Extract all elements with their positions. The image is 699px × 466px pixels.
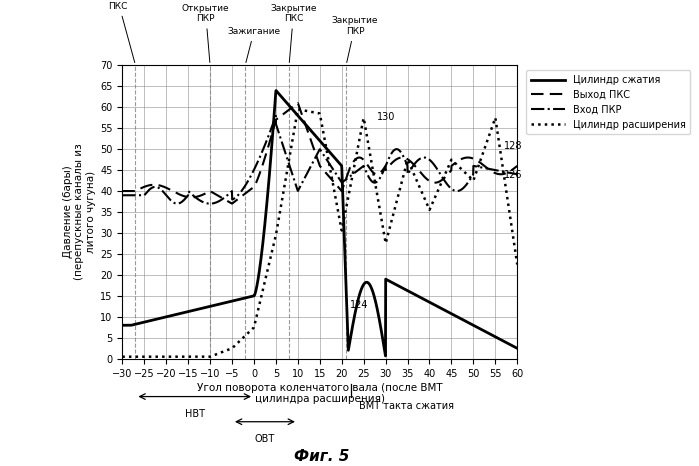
Text: Закрытие
ПКР: Закрытие ПКР [331, 16, 378, 62]
Legend: Цилиндр сжатия, Выход ПКС, Вход ПКР, Цилиндр расширения: Цилиндр сжатия, Выход ПКС, Вход ПКР, Цил… [526, 70, 691, 134]
X-axis label: Угол поворота коленчатого вала (после ВМТ
цилиндра расширения): Угол поворота коленчатого вала (после ВМ… [197, 383, 442, 404]
Text: 130: 130 [377, 112, 395, 122]
Y-axis label: Давление (бары)
(перепускные каналы из
литого чугуна): Давление (бары) (перепускные каналы из л… [63, 144, 96, 281]
Text: Зажигание: Зажигание [227, 27, 280, 62]
Text: НВТ: НВТ [185, 409, 205, 419]
Text: Закрытие
ПКС: Закрытие ПКС [271, 4, 317, 62]
Text: Фиг. 5: Фиг. 5 [294, 449, 350, 464]
Text: 126: 126 [504, 171, 523, 180]
Text: 128: 128 [504, 141, 523, 151]
Text: Открытие
ПКР: Открытие ПКР [182, 4, 229, 62]
Text: ВМТ такта сжатия: ВМТ такта сжатия [359, 401, 454, 411]
Text: ОВТ: ОВТ [255, 434, 275, 444]
Text: 124: 124 [350, 301, 368, 310]
Text: Открытие
ПКС: Открытие ПКС [94, 0, 142, 62]
